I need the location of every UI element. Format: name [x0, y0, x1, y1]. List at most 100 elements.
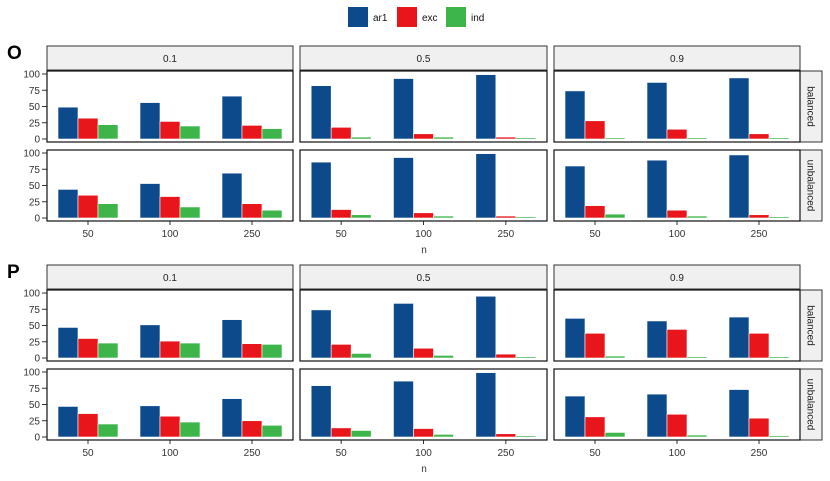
- bar-ar1-50: [310, 85, 332, 140]
- y-tick-label: 100: [23, 368, 40, 379]
- y-tick-label: 0: [34, 433, 40, 444]
- facet-strip-0.5: [299, 45, 548, 71]
- bar-ind-50: [604, 213, 626, 219]
- x-tick-label: 50: [82, 229, 94, 240]
- bar-exc-250: [241, 203, 263, 219]
- facet-label-balanced: balanced: [805, 305, 816, 346]
- bar-exc-100: [413, 428, 434, 438]
- y-tick-label: 50: [29, 181, 41, 192]
- bar-ar1-100: [139, 324, 161, 359]
- panel-letter: O: [7, 43, 22, 64]
- x-tick-label: 250: [497, 229, 514, 240]
- bar-ar1-50: [564, 90, 586, 140]
- bar-ar1-100: [393, 157, 414, 219]
- y-tick-label: 75: [29, 384, 41, 395]
- facet-label-unbalanced: unbalanced: [805, 379, 816, 431]
- bar-ind-50: [350, 214, 372, 219]
- legend-key-ind: [446, 7, 466, 27]
- bar-ar1-100: [393, 78, 414, 140]
- legend-key-ar1: [348, 7, 368, 27]
- facet-label-unbalanced: unbalanced: [805, 160, 816, 212]
- facet-label-0.1: 0.1: [163, 54, 177, 65]
- y-tick-label: 25: [29, 337, 41, 348]
- bar-exc-250: [241, 125, 263, 140]
- panel-frame-unbalanced-0.9: [553, 149, 801, 222]
- y-tick-label: 75: [29, 165, 41, 176]
- y-tick-label: 25: [29, 118, 41, 129]
- bar-exc-250: [748, 417, 770, 438]
- bar-ar1-100: [139, 183, 161, 219]
- bar-ind-100: [179, 206, 201, 219]
- panel-letter: P: [7, 262, 20, 283]
- bar-exc-100: [413, 347, 434, 359]
- panel-frame-balanced-0.5: [299, 289, 548, 362]
- bar-ind-50: [604, 355, 626, 359]
- panel-frame-balanced-0.1: [46, 289, 294, 362]
- x-tick-label: 250: [751, 448, 768, 459]
- bar-exc-50: [584, 416, 606, 438]
- bar-ar1-50: [564, 165, 586, 219]
- bar-ar1-100: [646, 159, 668, 219]
- bar-exc-100: [413, 133, 434, 140]
- chart-panels: O 0.1 0.5 0.9 balanced 0 25 50 75 100 unbalanced 0 2…: [7, 43, 823, 475]
- bar-exc-250: [495, 353, 517, 359]
- bar-ind-100: [686, 356, 708, 359]
- legend-label-ind: ind: [471, 13, 484, 24]
- bar-ind-50: [350, 353, 372, 359]
- x-tick-label: 100: [669, 448, 686, 459]
- bar-exc-50: [77, 413, 99, 438]
- bar-ar1-50: [57, 106, 79, 140]
- bar-ar1-50: [310, 385, 332, 438]
- bar-exc-250: [495, 433, 517, 438]
- bar-exc-50: [584, 332, 606, 359]
- bar-exc-250: [748, 214, 770, 219]
- bar-exc-100: [159, 340, 181, 359]
- bar-ind-250: [515, 137, 537, 140]
- bar-ar1-100: [139, 102, 161, 140]
- legend: ar1 exc ind: [348, 7, 484, 27]
- bar-ind-250: [261, 128, 283, 140]
- panel-frame-balanced-0.9: [553, 70, 801, 143]
- facet-strip-0.5: [299, 264, 548, 290]
- bar-ind-100: [433, 136, 454, 140]
- y-tick-label: 75: [29, 86, 41, 97]
- bar-ar1-100: [646, 393, 668, 438]
- bar-exc-50: [330, 127, 352, 140]
- x-tick-label: 50: [589, 229, 601, 240]
- bar-exc-50: [77, 194, 99, 219]
- bar-ar1-50: [57, 406, 79, 438]
- y-tick-label: 0: [34, 214, 40, 225]
- bar-exc-250: [495, 215, 517, 219]
- bar-ar1-250: [728, 389, 750, 438]
- bar-ind-100: [433, 215, 454, 219]
- bar-ind-100: [433, 355, 454, 359]
- y-tick-label: 100: [23, 289, 40, 300]
- bar-ind-250: [768, 137, 790, 140]
- x-tick-label: 100: [162, 448, 179, 459]
- y-tick-label: 25: [29, 197, 41, 208]
- bar-ind-250: [261, 209, 283, 219]
- bar-ind-250: [261, 424, 283, 438]
- bar-ind-50: [604, 137, 626, 140]
- panel-O: O 0.1 0.5 0.9 balanced 0 25 50 75 100 unbalanced 0 2…: [7, 43, 823, 256]
- bar-exc-100: [159, 415, 181, 438]
- bar-ind-250: [515, 356, 537, 359]
- x-tick-label: 50: [336, 229, 348, 240]
- bar-ar1-50: [564, 318, 586, 359]
- bar-exc-100: [413, 212, 434, 219]
- bar-ar1-250: [728, 154, 750, 219]
- bar-ind-100: [179, 342, 201, 359]
- bar-exc-50: [330, 344, 352, 359]
- bar-ind-50: [97, 342, 119, 359]
- panel-frame-balanced-0.5: [299, 70, 548, 143]
- panel-frame-unbalanced-0.5: [299, 368, 548, 441]
- bar-ar1-250: [221, 319, 243, 359]
- bar-ar1-50: [57, 327, 79, 359]
- bar-exc-250: [748, 332, 770, 359]
- facet-label-0.9: 0.9: [670, 54, 684, 65]
- y-tick-label: 100: [23, 149, 40, 160]
- bar-ar1-50: [310, 161, 332, 219]
- bar-ar1-100: [646, 320, 668, 359]
- legend-label-ar1: ar1: [373, 13, 388, 24]
- panel-frame-balanced-0.1: [46, 70, 294, 143]
